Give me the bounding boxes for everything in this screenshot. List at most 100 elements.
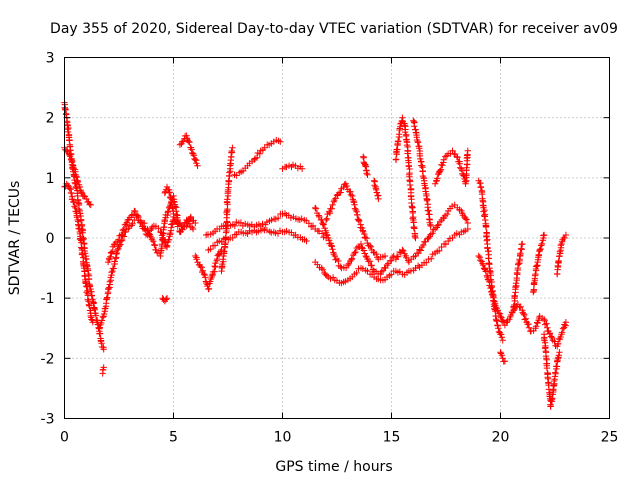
data-point (546, 330, 554, 337)
data-point (325, 208, 333, 215)
x-tick-label: 10 (274, 430, 292, 446)
data-point (442, 153, 449, 160)
data-point (71, 203, 78, 210)
data-point (189, 225, 197, 233)
data-point (330, 251, 337, 258)
data-point (231, 222, 238, 230)
data-point (162, 296, 170, 303)
data-point (418, 162, 426, 169)
data-point (361, 230, 368, 238)
data-point (498, 352, 506, 359)
series-band-12-15-lower (312, 258, 397, 287)
data-point (151, 242, 159, 249)
data-point (66, 185, 73, 192)
data-point (332, 195, 339, 202)
data-point (111, 258, 118, 265)
data-point (274, 214, 282, 222)
data-point (556, 248, 563, 255)
data-point (538, 240, 546, 248)
data-point (423, 259, 430, 266)
data-point (359, 265, 366, 272)
data-point (414, 139, 422, 146)
data-point (512, 280, 520, 287)
data-point (320, 221, 327, 228)
data-point (106, 256, 113, 263)
data-point (475, 252, 482, 260)
data-point (190, 152, 197, 159)
data-point (83, 282, 90, 290)
data-point (351, 205, 359, 212)
data-point (477, 184, 484, 191)
data-point (161, 238, 168, 245)
data-point (401, 122, 408, 129)
data-point (411, 233, 419, 240)
data-point (193, 256, 200, 263)
data-point (557, 333, 564, 341)
data-point (329, 201, 336, 209)
data-point (104, 294, 111, 301)
data-point (353, 244, 360, 252)
data-point (411, 225, 418, 232)
series-cluster-near-5-upper (161, 183, 177, 218)
data-point (423, 197, 431, 204)
data-point (354, 211, 361, 218)
series-spike-13p8 (360, 153, 371, 178)
data-point (298, 165, 306, 172)
data-point (547, 402, 554, 410)
data-point (443, 210, 451, 218)
data-point (516, 304, 523, 311)
data-point (188, 146, 195, 153)
data-point (480, 208, 487, 215)
x-tick-label: 5 (169, 430, 178, 446)
data-point (373, 250, 380, 258)
data-point (192, 219, 199, 227)
data-point (68, 189, 75, 197)
data-point (323, 215, 331, 222)
data-point (511, 292, 518, 299)
data-point (431, 180, 439, 187)
data-point (550, 377, 558, 385)
data-point (81, 273, 88, 280)
data-point (427, 231, 434, 238)
data-point (192, 252, 199, 260)
data-point (498, 334, 505, 341)
data-point (144, 231, 151, 239)
data-point (499, 337, 506, 344)
data-point (165, 236, 173, 243)
series-early-drop (61, 99, 107, 353)
data-point (150, 238, 157, 245)
data-point (213, 255, 221, 263)
data-point (440, 156, 447, 163)
data-point (547, 333, 555, 340)
data-point (88, 316, 95, 323)
axis-ticks: -3 -2 -1 0 1 2 3 0 5 10 15 20 25 (41, 51, 619, 446)
series-arc-15p5 (392, 114, 419, 242)
data-point (219, 256, 227, 263)
series-recovery (96, 192, 199, 332)
data-point (326, 209, 334, 217)
data-point (332, 256, 339, 263)
data-point (409, 215, 416, 222)
data-point (362, 162, 369, 169)
data-point (115, 236, 122, 243)
data-point (517, 303, 524, 310)
data-point (174, 223, 181, 230)
series-late-band (475, 252, 570, 350)
data-point (180, 223, 187, 230)
y-tick-label: 2 (46, 111, 55, 127)
data-point (538, 242, 545, 249)
data-point (366, 258, 374, 265)
data-point (371, 182, 378, 189)
data-point (165, 204, 173, 212)
data-point (263, 226, 271, 234)
data-point (237, 219, 245, 226)
data-point (352, 248, 359, 256)
series-late-rise-21 (510, 240, 526, 314)
series-arc-17p3 (431, 147, 471, 187)
data-point (84, 296, 91, 303)
data-point (562, 231, 570, 239)
data-point (199, 267, 206, 274)
data-point (491, 298, 498, 305)
data-point (211, 262, 218, 270)
data-point (555, 340, 562, 347)
